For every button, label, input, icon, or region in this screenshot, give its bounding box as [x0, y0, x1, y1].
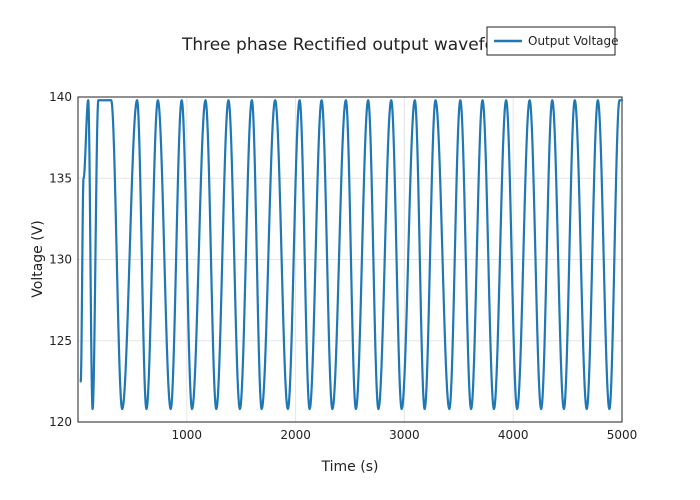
plot-border — [77, 96, 623, 423]
y-tick-label-0: 120 — [49, 415, 72, 429]
x-tick-label-0: 1000 — [172, 428, 203, 442]
y-tick-label-4: 140 — [49, 90, 72, 104]
series-line-output-voltage — [79, 99, 624, 411]
plot-area: 120 125 130 135 140 1000 2000 3000 4000 5000 — [49, 90, 637, 442]
y-axis-label: Voltage (V) — [30, 220, 46, 297]
x-tick-label-3: 4000 — [498, 428, 529, 442]
x-tick-label-4: 5000 — [607, 428, 638, 442]
x-tick-label-1: 2000 — [280, 428, 311, 442]
x-tick-label-2: 3000 — [389, 428, 420, 442]
y-tick-label-3: 135 — [49, 171, 72, 185]
y-tick-label-2: 130 — [49, 253, 72, 267]
y-tick-label-1: 125 — [49, 334, 72, 348]
legend: Output Voltage — [486, 26, 619, 56]
legend-series-label: Output Voltage — [528, 34, 619, 48]
chart-title: Three phase Rectified output wavefor — [181, 35, 502, 55]
x-axis-label: Time (s) — [321, 459, 379, 475]
